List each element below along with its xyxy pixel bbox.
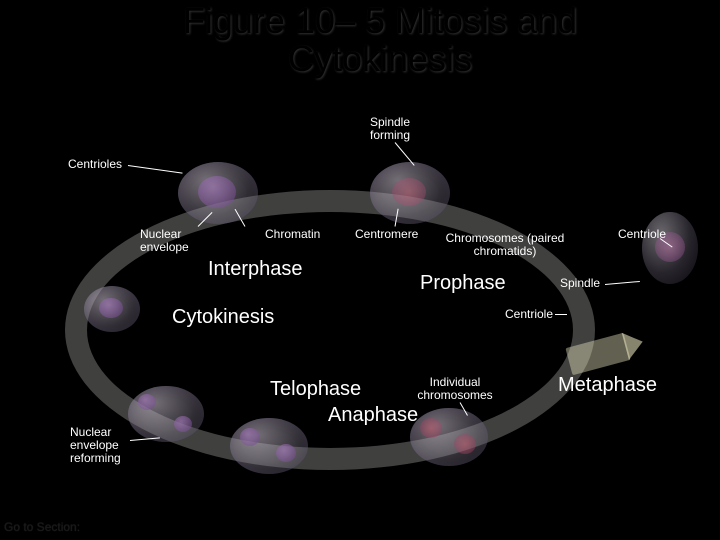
label-nuclear-envelope: Nuclear envelope	[140, 228, 200, 254]
label-nuclear-env-reforming: Nuclear envelope reforming	[70, 426, 130, 466]
figure-title: Figure 10– 5 Mitosis and Cytokinesis	[170, 2, 590, 78]
anaphase-chrom-2	[454, 434, 476, 454]
ptr-centriole2	[555, 314, 567, 315]
prophase-nucleus	[392, 178, 426, 206]
phase-telophase: Telophase	[270, 378, 361, 401]
label-centromere: Centromere	[355, 228, 418, 241]
anaphase-chrom	[420, 418, 442, 438]
label-centriole-right: Centriole	[618, 228, 666, 241]
ptr-spindle2	[605, 281, 640, 285]
telophase-nuc-2	[276, 444, 296, 462]
interphase-cell	[178, 162, 258, 224]
phase-anaphase: Anaphase	[328, 404, 418, 427]
prophase-cell	[370, 162, 450, 224]
anaphase-cell	[410, 408, 488, 466]
cytokinesis-cell	[128, 386, 204, 442]
cytokinesis-nuc-2	[174, 416, 192, 432]
label-chromatin: Chromatin	[265, 228, 320, 241]
ptr-centrioles	[128, 165, 183, 174]
phase-metaphase: Metaphase	[558, 374, 657, 397]
phase-interphase: Interphase	[208, 258, 303, 281]
label-spindle: Spindle	[560, 277, 600, 290]
interphase-nucleus	[198, 176, 236, 208]
phase-cytokinesis: Cytokinesis	[172, 306, 274, 329]
label-individual-chrom: Individual chromosomes	[410, 376, 500, 402]
interphase-small-cell	[84, 286, 140, 332]
cytokinesis-nuc-1	[138, 394, 156, 410]
metaphase-cell-side	[642, 212, 698, 284]
goto-section: Go to Section:	[4, 521, 80, 534]
label-centrioles: Centrioles	[68, 158, 122, 171]
interphase-small-nucleus	[99, 298, 123, 318]
label-spindle-forming: Spindle forming	[360, 116, 420, 142]
telophase-nuc-1	[240, 428, 260, 446]
telophase-cell	[230, 418, 308, 474]
phase-prophase: Prophase	[420, 272, 506, 295]
label-chromosomes-paired: Chromosomes (paired chromatids)	[430, 232, 580, 258]
label-centriole2: Centriole	[505, 308, 553, 321]
